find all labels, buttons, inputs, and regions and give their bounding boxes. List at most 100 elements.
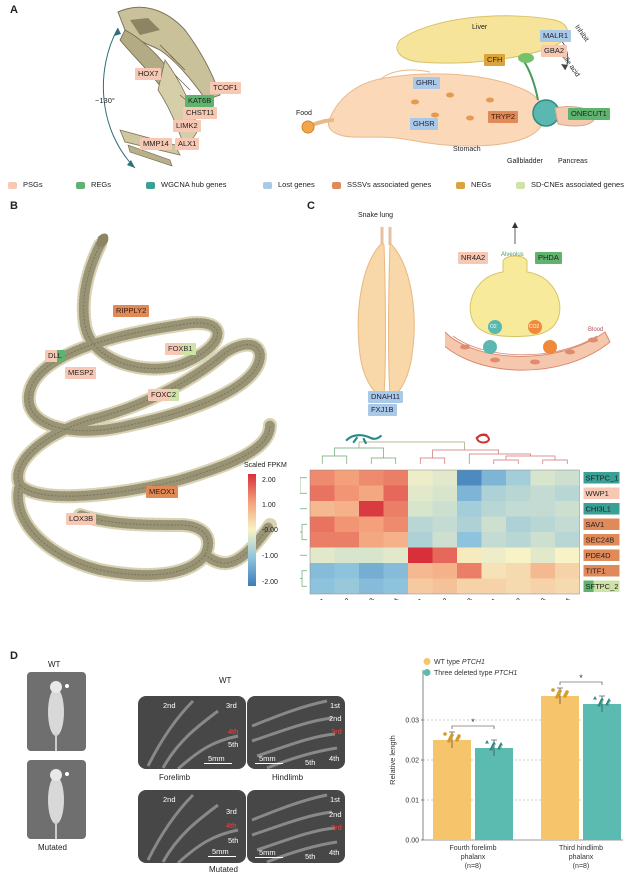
x-category-label: Fourth forelimb — [449, 845, 496, 852]
gene-tag-limk2: LIMK2 — [173, 120, 201, 132]
legend-swatch — [516, 181, 525, 189]
digit-label: 2nd — [329, 714, 342, 723]
heatmap-row-label: SFTPC_1 — [586, 474, 619, 483]
scale-label: 5mm — [259, 754, 276, 763]
organ-label-gallbladder: Gallbladder — [507, 158, 543, 165]
heatmap-cell — [506, 547, 531, 563]
colorbar-tick: -1.00 — [262, 553, 278, 560]
digit-label: 2nd — [329, 810, 342, 819]
digit-label: 1st — [330, 701, 341, 710]
digit-label: 2nd — [163, 795, 176, 804]
heatmap-cell — [310, 547, 335, 563]
heatmap-col-label: Acar4 — [384, 597, 402, 601]
heatmap-cell — [334, 532, 359, 548]
heatmap-cell — [481, 516, 506, 532]
heatmap-col-label: Acar1 — [310, 597, 328, 601]
y-axis-label: Relative length — [388, 735, 397, 785]
heatmap-cell — [383, 532, 408, 548]
scale-label: 5mm — [212, 847, 229, 856]
y-tick-label: 0.03 — [405, 718, 419, 725]
legend-item-wgcna: WGCNA hub genes — [146, 180, 226, 189]
colorbar-tick: 2.00 — [262, 477, 276, 484]
heatmap-col-label: Bmul1 — [408, 597, 426, 601]
legend-swatch — [76, 181, 85, 189]
heatmap-cell — [359, 470, 384, 486]
row-label-bg — [583, 565, 620, 577]
gene-tag-mesp2: MESP2 — [65, 367, 97, 379]
data-point — [593, 696, 597, 700]
heatmap-cell — [481, 532, 506, 548]
heatmap-cell — [457, 516, 482, 532]
digit-label-highlight: 3rd — [331, 727, 342, 736]
heatmap-cell — [481, 563, 506, 579]
heatmap-col-label: Acar2 — [335, 597, 353, 601]
expression-heatmap: SFTPC_1 WWP1 CHI3L1 SAV1 SEC24B PDE4D TITF1 SFT… — [300, 433, 620, 601]
colorbar-tick: 1.00 — [262, 502, 276, 509]
scale-bar — [255, 763, 283, 764]
snake-skeleton-illustration — [11, 233, 277, 582]
co2-label: CO2 — [529, 324, 540, 330]
gene-tag-foxc2: FOXC2 — [148, 389, 180, 401]
gene-tag-fxj1b: FXJ1B — [368, 404, 397, 416]
heatmap-cell — [334, 563, 359, 579]
heatmap-row-label: SFTPC_2 — [586, 582, 619, 591]
gene-tag-chst11: CHST11 — [183, 107, 218, 119]
digit-label-highlight: 4th — [228, 727, 239, 736]
snake-lung-title: Snake lung — [358, 212, 394, 219]
wt-limb-title: WT — [219, 676, 232, 685]
legend-swatch — [423, 669, 431, 676]
heatmap-cell — [555, 485, 580, 501]
legend-swatch — [456, 181, 465, 189]
heatmap-cell — [555, 532, 580, 548]
heatmap-cell — [359, 578, 384, 594]
mutated-xray-image — [27, 760, 86, 839]
data-point — [489, 747, 493, 751]
heatmap-cell — [383, 485, 408, 501]
heatmap-row-label: CHI3L1 — [586, 505, 611, 514]
gene-tag-dll: DLL — [45, 350, 65, 362]
heatmap-col-label: Pbar1 — [482, 597, 500, 601]
colorbar-tick: -2.00 — [262, 579, 278, 586]
heatmap-cell — [334, 516, 359, 532]
legend-label: WT type PTCH1 — [434, 659, 485, 666]
heatmap-cell — [310, 516, 335, 532]
colorbar-tick: -0.00 — [262, 527, 278, 534]
data-point — [551, 688, 555, 692]
heatmap-cell — [432, 563, 457, 579]
data-point — [563, 694, 567, 698]
heatmap-cell — [408, 547, 433, 563]
gene-tag-phda: PHDA — [535, 252, 562, 264]
wt-hindlimb-xray: 1st 2nd 3rd 4th 5th 5mm — [247, 696, 345, 769]
digit-label: 3rd — [226, 701, 237, 710]
scale-bar — [208, 856, 236, 857]
legend-item-lost: Lost genes — [263, 180, 315, 189]
gene-tag-lox3b: LOX3B — [66, 513, 97, 525]
heatmap-cell — [457, 501, 482, 517]
heatmap-cell — [481, 547, 506, 563]
scale-label: 5mm — [208, 754, 225, 763]
gene-tag-alx1: ALX1 — [175, 138, 200, 150]
heatmap-cell — [555, 516, 580, 532]
heatmap-cell — [383, 470, 408, 486]
organ-label-food: Food — [296, 110, 312, 117]
heatmap-cell — [530, 501, 555, 517]
heatmap-cell — [457, 470, 482, 486]
organ-label-pancreas: Pancreas — [558, 158, 588, 165]
heatmap-cell — [383, 578, 408, 594]
colorbar — [248, 474, 256, 586]
heatmap-cell — [530, 563, 555, 579]
heatmap-cell — [432, 516, 457, 532]
digit-label: 1st — [330, 795, 341, 804]
x-category-label: phalanx — [569, 854, 594, 861]
gene-tag-malr1: MALR1 — [540, 30, 572, 42]
digit-label: 4th — [329, 754, 340, 763]
legend-label: SSSVs associated genes — [347, 180, 432, 189]
heatmap-cell — [408, 501, 433, 517]
blood-label: Blood — [588, 327, 604, 333]
heatmap-col-label: Pbar4 — [555, 597, 573, 601]
heatmap-cell — [359, 563, 384, 579]
bar — [475, 748, 513, 840]
heatmap-cell — [408, 485, 433, 501]
lizard-icon — [345, 434, 382, 445]
heatmap-col-label: Pbar2 — [506, 597, 524, 601]
